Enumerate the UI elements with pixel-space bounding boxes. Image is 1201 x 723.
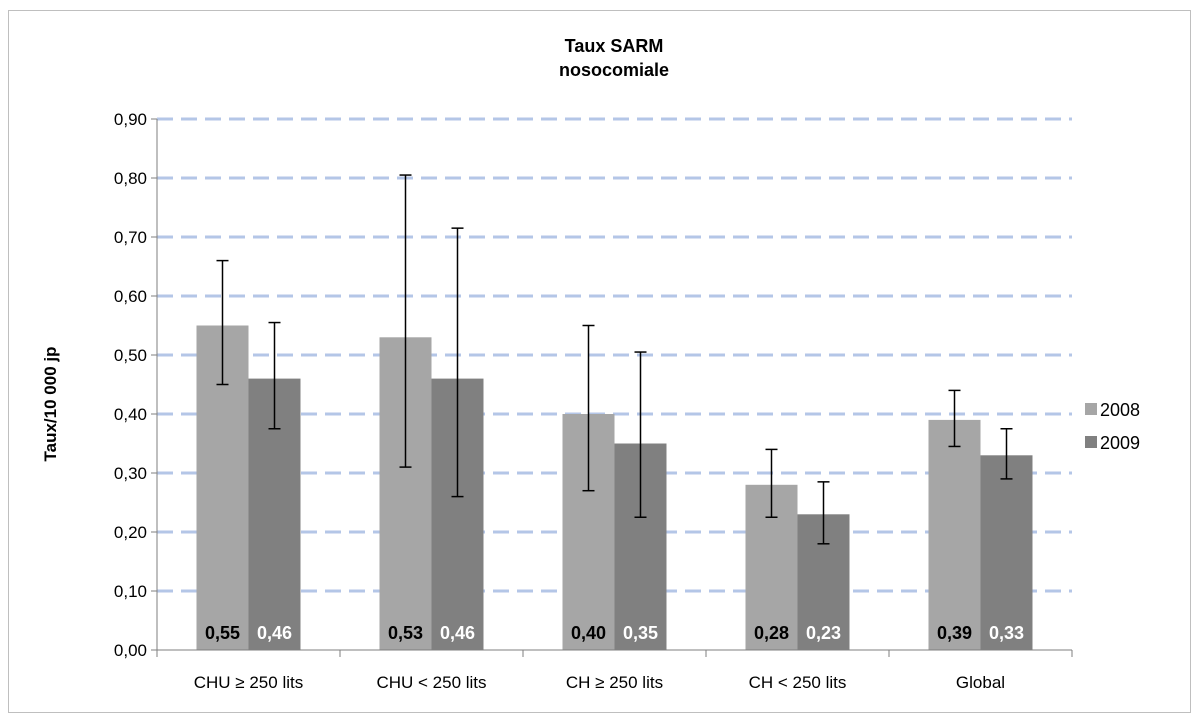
y-tick-label: 0,40	[114, 405, 147, 424]
legend-swatch	[1085, 436, 1097, 448]
data-label: 0,53	[388, 623, 423, 643]
data-label: 0,40	[571, 623, 606, 643]
y-tick-label: 0,50	[114, 346, 147, 365]
legend-label: 2009	[1100, 433, 1140, 453]
y-tick-label: 0,90	[114, 110, 147, 129]
data-label: 0,23	[806, 623, 841, 643]
error-bars	[216, 174, 1013, 545]
y-tick-label: 0,10	[114, 582, 147, 601]
x-tick-label: CH ≥ 250 lits	[566, 673, 663, 692]
y-tick-label: 0,80	[114, 169, 147, 188]
bars	[196, 325, 1033, 650]
x-tick-label: CH < 250 lits	[749, 673, 847, 692]
legend: 2008 2009	[1085, 400, 1140, 453]
data-label: 0,39	[937, 623, 972, 643]
data-labels: 0,55 0,46 0,53 0,46 0,40 0,35 0,28 0,23 0,39 0,33	[205, 623, 1024, 643]
data-label: 0,28	[754, 623, 789, 643]
data-label: 0,46	[257, 623, 292, 643]
axes: 0,00 0,10 0,20 0,30 0,40 0,50 0,60 0,70 0,80 0,90…	[114, 110, 1073, 692]
y-tick-label: 0,20	[114, 523, 147, 542]
y-tick-label: 0,60	[114, 287, 147, 306]
y-axis-label: Taux/10 000 jp	[41, 347, 60, 462]
x-tick-label: CHU < 250 lits	[376, 673, 486, 692]
y-tick-label: 0,70	[114, 228, 147, 247]
y-tick-label: 0,30	[114, 464, 147, 483]
chart-subtitle: nosocomiale	[559, 60, 669, 80]
legend-label: 2008	[1100, 400, 1140, 420]
legend-swatch	[1085, 403, 1097, 415]
x-tick-label: Global	[956, 673, 1005, 692]
data-label: 0,55	[205, 623, 240, 643]
bar	[928, 419, 981, 650]
bar	[980, 455, 1033, 650]
x-tick-label: CHU ≥ 250 lits	[194, 673, 303, 692]
data-label: 0,33	[989, 623, 1024, 643]
y-tick-label: 0,00	[114, 641, 147, 660]
data-label: 0,46	[440, 623, 475, 643]
chart-title: Taux SARM	[565, 36, 664, 56]
data-label: 0,35	[623, 623, 658, 643]
